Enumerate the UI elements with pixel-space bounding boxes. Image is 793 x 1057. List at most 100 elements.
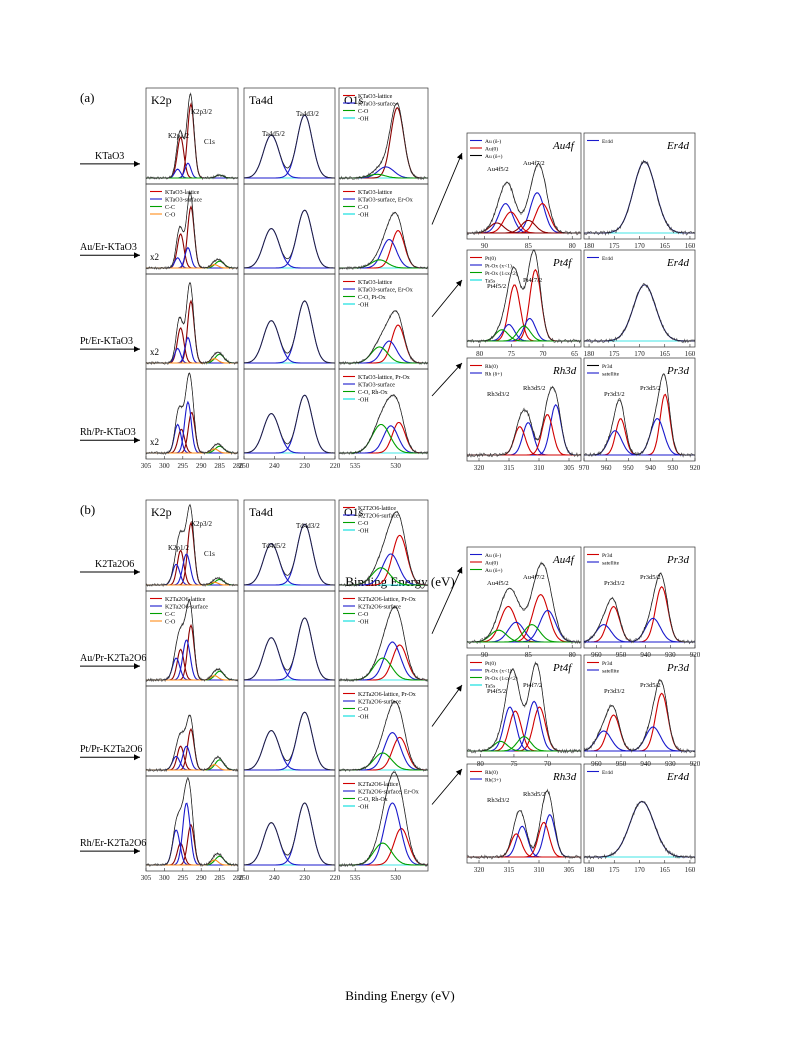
raw-data — [338, 394, 429, 456]
legend-entry: KTaO3-surface — [358, 101, 395, 108]
plot-frame — [338, 775, 429, 872]
tick-label: 220 — [330, 462, 341, 470]
tick-label: 90 — [481, 242, 489, 250]
peak-label: Pr3d3/2 — [604, 688, 625, 695]
raw-data — [583, 800, 696, 860]
legend-entry: Er4d — [602, 139, 613, 145]
legend-entry: Pt(0) — [485, 255, 496, 262]
arrow-head — [134, 568, 140, 575]
right-panel-pr3d: 960 950 940 930 920Pr3dPr3dsatellitePr3d3/2P… — [583, 546, 701, 659]
tick-label: 305 — [564, 464, 575, 472]
peak-label: K2p1/2 — [168, 544, 190, 552]
panel-title: Er4d — [666, 257, 690, 269]
raw-data — [145, 777, 239, 868]
spectrum-ta4d-3: 250 240 230 220 — [239, 368, 341, 470]
scale-note: x2 — [150, 347, 159, 357]
plot-frame — [243, 368, 336, 460]
component-peak — [467, 706, 581, 752]
right-panel-pr3d: 960 950 940 930 920Pr3dPr3dsatellitePr3d3/2P… — [583, 654, 701, 768]
column-title: K2p — [151, 505, 172, 519]
envelope — [244, 114, 335, 179]
legend-entry: Pt-Ox (x<1) — [485, 668, 512, 675]
component-peak — [339, 732, 428, 771]
peak-label: Rh3d3/2 — [487, 797, 509, 804]
panel-title: Pt4f — [552, 257, 573, 269]
peak-label: Au4f7/2 — [523, 574, 545, 581]
envelope — [467, 249, 581, 342]
component-peak — [146, 675, 238, 681]
legend-entry: C-O — [165, 620, 176, 626]
tick-label: 80 — [569, 242, 577, 250]
panel-title: Au4f — [552, 140, 576, 152]
legend-entry: KTaO3-lattice — [165, 190, 200, 196]
legend-entry: K2Ta2O6-surface — [358, 604, 401, 611]
panel-title: Pr3d — [666, 554, 690, 566]
component-peak — [584, 605, 695, 643]
tick-label: 320 — [474, 866, 485, 874]
plot-frame — [583, 546, 696, 649]
tick-label: 165 — [659, 242, 670, 250]
tick-label: 930 — [668, 464, 679, 472]
component-peak — [467, 825, 581, 858]
legend-entry: -OH — [358, 398, 369, 404]
component-peak — [584, 393, 695, 456]
component-peak — [146, 264, 238, 269]
arrow-head — [134, 848, 140, 855]
sample-label: Pt/Pr-K2Ta2O6 — [80, 744, 142, 755]
tick-label: 300 — [159, 874, 170, 882]
link-arrow — [431, 362, 463, 397]
legend-entry: KTaO3-lattice — [358, 190, 393, 196]
peak-label: Pr3d3/2 — [604, 580, 625, 587]
link-arrow — [431, 566, 463, 634]
raw-data — [466, 385, 582, 458]
tick-label: 285 — [214, 874, 225, 882]
tick-label: 160 — [685, 242, 696, 250]
legend-entry: K2Ta2O6-surface — [165, 604, 208, 611]
envelope — [146, 93, 238, 179]
panel-label: (a) — [80, 90, 94, 105]
tick-label: 175 — [609, 866, 620, 874]
legend-entry: Er4d — [602, 256, 613, 262]
sample-label: Au/Pr-K2Ta2O6 — [80, 653, 146, 664]
tick-label: 290 — [196, 462, 207, 470]
legend-entry: C-O — [358, 109, 369, 115]
peak-label: C1s — [204, 138, 215, 146]
arrow-head — [455, 363, 462, 370]
envelope — [584, 373, 695, 456]
legend-entry: -OH — [358, 529, 369, 535]
component-peak — [146, 745, 238, 771]
envelope — [146, 504, 238, 586]
peak-label: Pr3d5/2 — [640, 574, 661, 581]
envelope — [467, 163, 581, 234]
x-axis-label: Binding Energy (eV) — [345, 574, 455, 589]
component-peak — [339, 827, 429, 866]
peak-label: Pr3d5/2 — [640, 385, 661, 392]
envelope — [339, 212, 428, 269]
component-peak — [146, 246, 238, 269]
legend-entry: C-C — [165, 612, 175, 618]
arrow-head — [134, 754, 140, 761]
legend-entry: satellite — [602, 669, 620, 675]
column-title: Ta4d — [249, 505, 273, 519]
spectrum-ta4d-1 — [243, 183, 336, 275]
tick-label: 295 — [178, 874, 189, 882]
scale-note: x2 — [150, 252, 159, 262]
legend-entry: Au(0) — [485, 146, 498, 153]
component-peak — [339, 324, 428, 364]
peak-label: Ta4d5/2 — [262, 130, 285, 138]
legend-entry: K2Ta2O6-surface, Er-Ox — [358, 789, 419, 796]
tick-label: 240 — [269, 462, 280, 470]
spectrum-ta4d-2 — [243, 685, 336, 777]
arrow-head — [456, 685, 462, 692]
panel-title: Er4d — [666, 771, 690, 783]
spectrum-ta4d-0 — [243, 87, 336, 185]
tick-label: 80 — [476, 350, 484, 358]
legend-entry: K2T2O6-surface — [358, 513, 399, 520]
envelope — [339, 310, 428, 364]
raw-data — [338, 310, 429, 366]
peak-label: Td4d3/2 — [296, 522, 320, 530]
